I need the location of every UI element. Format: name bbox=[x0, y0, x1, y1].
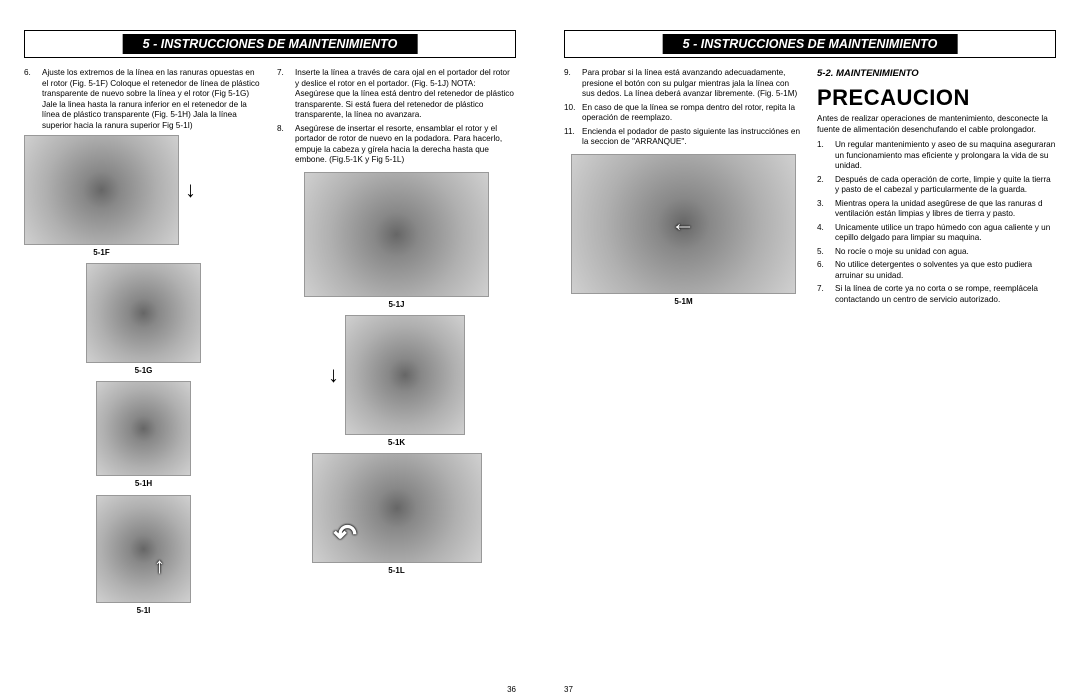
item-number: 4. bbox=[817, 223, 835, 244]
item-number: 6. bbox=[817, 260, 835, 281]
page-number: 36 bbox=[507, 685, 516, 694]
step-item: 9. Para probar si la línea está avanzand… bbox=[564, 68, 803, 100]
step-list: 6. Ajuste los extremos de la línea en la… bbox=[24, 68, 263, 131]
item-number: 2. bbox=[817, 175, 835, 196]
figure-caption: 5-1L bbox=[277, 566, 516, 576]
photo bbox=[96, 381, 191, 476]
list-item: 2.Después de cada operación de corte, li… bbox=[817, 175, 1056, 196]
page-right: 5 - INSTRUCCIONES DE MAINTENIMIENTO 9. P… bbox=[540, 0, 1080, 698]
step-number: 6. bbox=[24, 68, 42, 131]
figure-caption: 5-1F bbox=[24, 248, 179, 258]
left-columns: 6. Ajuste los extremos de la línea en la… bbox=[24, 68, 516, 621]
step-text: Asegúrese de insertar el resorte, ensamb… bbox=[295, 124, 516, 166]
figure-row bbox=[277, 315, 516, 435]
list-item: 7.Si la línea de corte ya no corta o se … bbox=[817, 284, 1056, 305]
photo-wrap bbox=[312, 453, 482, 563]
step-item: 7. Inserte la línea a través de cara oja… bbox=[277, 68, 516, 121]
step-item: 10. En caso de que la línea se rompa den… bbox=[564, 103, 803, 124]
figure-caption: 5-1K bbox=[277, 438, 516, 448]
right-col-2: 5-2. MAINTENIMIENTO PRECAUCION Antes de … bbox=[817, 68, 1056, 312]
figure-caption: 5-1J bbox=[277, 300, 516, 310]
step-item: 6. Ajuste los extremos de la línea en la… bbox=[24, 68, 263, 131]
figure-5-1F bbox=[24, 135, 179, 245]
photo bbox=[86, 263, 201, 363]
precaution-heading: PRECAUCION bbox=[817, 84, 1056, 112]
item-text: Después de cada operación de corte, limp… bbox=[835, 175, 1056, 196]
list-item: 1.Un regular mantenimiento y aseo de su … bbox=[817, 140, 1056, 172]
step-item: 11. Encienda el podador de pasto siguien… bbox=[564, 127, 803, 148]
step-text: Inserte la línea a través de cara ojal e… bbox=[295, 68, 516, 121]
photo bbox=[24, 135, 179, 245]
maintenance-list: 1.Un regular mantenimiento y aseo de su … bbox=[817, 140, 1056, 305]
figure-5-1H bbox=[24, 381, 263, 476]
item-number: 7. bbox=[817, 284, 835, 305]
figure-5-1G bbox=[24, 263, 263, 363]
step-number: 9. bbox=[564, 68, 582, 100]
figure-row bbox=[24, 135, 263, 245]
right-col-1: 9. Para probar si la línea está avanzand… bbox=[564, 68, 803, 312]
left-col-2: 7. Inserte la línea a través de cara oja… bbox=[277, 68, 516, 621]
photo-wrap bbox=[96, 495, 191, 603]
arrow-down-icon bbox=[185, 179, 196, 201]
item-text: Un regular mantenimiento y aseo de su ma… bbox=[835, 140, 1056, 172]
item-text: Mientras opera la unidad asegûrese de qu… bbox=[835, 199, 1056, 220]
item-number: 1. bbox=[817, 140, 835, 172]
figure-5-1J bbox=[277, 172, 516, 297]
maintenance-subhead: 5-2. MAINTENIMIENTO bbox=[817, 68, 1056, 80]
step-number: 7. bbox=[277, 68, 295, 121]
photo bbox=[345, 315, 465, 435]
left-col-1: 6. Ajuste los extremos de la línea en la… bbox=[24, 68, 263, 621]
step-text: En caso de que la línea se rompa dentro … bbox=[582, 103, 803, 124]
step-list: 9. Para probar si la línea está avanzand… bbox=[564, 68, 803, 148]
step-number: 11. bbox=[564, 127, 582, 148]
photo-wrap: ← bbox=[571, 154, 796, 294]
item-number: 3. bbox=[817, 199, 835, 220]
section-title: 5 - INSTRUCCIONES DE MAINTENIMIENTO bbox=[123, 34, 418, 54]
item-text: Unicamente utilice un trapo húmedo con a… bbox=[835, 223, 1056, 244]
item-text: No rocíe o moje su unidad con agua. bbox=[835, 247, 1056, 258]
photo bbox=[96, 495, 191, 603]
item-number: 5. bbox=[817, 247, 835, 258]
section-title-bar: 5 - INSTRUCCIONES DE MAINTENIMIENTO bbox=[24, 30, 516, 58]
list-item: 3.Mientras opera la unidad asegûrese de … bbox=[817, 199, 1056, 220]
photo bbox=[304, 172, 489, 297]
precaution-intro: Antes de realizar operaciones de manteni… bbox=[817, 114, 1056, 135]
page-number: 37 bbox=[564, 685, 573, 694]
figure-5-1M: ← bbox=[564, 154, 803, 294]
figure-caption: 5-1I bbox=[24, 606, 263, 616]
step-item: 8. Asegúrese de insertar el resorte, ens… bbox=[277, 124, 516, 166]
list-item: 5.No rocíe o moje su unidad con agua. bbox=[817, 247, 1056, 258]
arrow-down-icon bbox=[328, 364, 339, 386]
step-text: Ajuste los extremos de la línea en las r… bbox=[42, 68, 263, 131]
step-text: Para probar si la línea está avanzando a… bbox=[582, 68, 803, 100]
step-number: 8. bbox=[277, 124, 295, 166]
figure-caption: 5-1H bbox=[24, 479, 263, 489]
page-left: 5 - INSTRUCCIONES DE MAINTENIMIENTO 6. A… bbox=[0, 0, 540, 698]
section-title-bar: 5 - INSTRUCCIONES DE MAINTENIMIENTO bbox=[564, 30, 1056, 58]
figure-caption: 5-1G bbox=[24, 366, 263, 376]
item-text: Si la línea de corte ya no corta o se ro… bbox=[835, 284, 1056, 305]
step-list: 7. Inserte la línea a través de cara oja… bbox=[277, 68, 516, 166]
figure-5-1L bbox=[277, 453, 516, 563]
photo bbox=[571, 154, 796, 294]
right-columns: 9. Para probar si la línea está avanzand… bbox=[564, 68, 1056, 312]
step-number: 10. bbox=[564, 103, 582, 124]
list-item: 4.Unicamente utilice un trapo húmedo con… bbox=[817, 223, 1056, 244]
figure-caption: 5-1M bbox=[564, 297, 803, 307]
list-item: 6.No utilice detergentes o solventes ya … bbox=[817, 260, 1056, 281]
section-title: 5 - INSTRUCCIONES DE MAINTENIMIENTO bbox=[663, 34, 958, 54]
figure-5-1I bbox=[24, 495, 263, 603]
item-text: No utilice detergentes o solventes ya qu… bbox=[835, 260, 1056, 281]
step-text: Encienda el podador de pasto siguiente l… bbox=[582, 127, 803, 148]
photo bbox=[312, 453, 482, 563]
